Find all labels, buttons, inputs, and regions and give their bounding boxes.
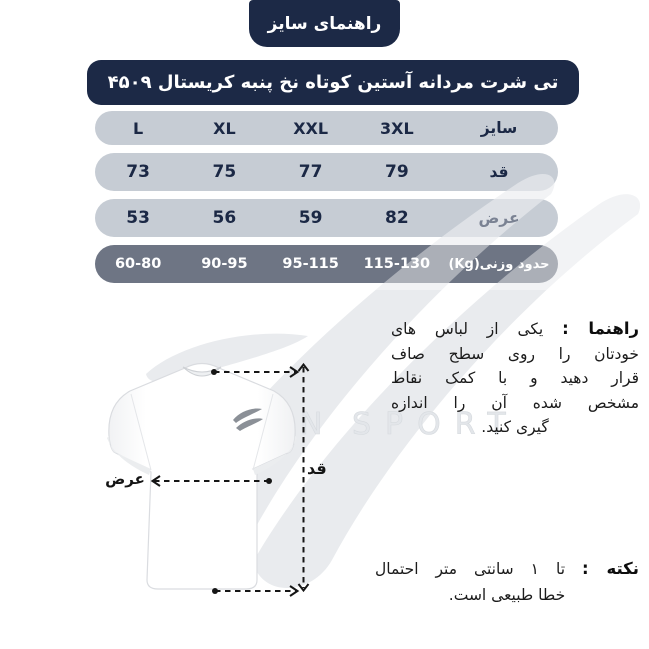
size-guide-badge: راهنمای سایز <box>249 0 400 47</box>
tshirt-shape <box>107 362 297 590</box>
note-lead: نکته : <box>582 559 639 578</box>
table-row-width: عرض 82 59 56 53 <box>95 199 558 237</box>
weight-l: 60-80 <box>114 256 162 272</box>
height-arrow-top <box>297 362 310 372</box>
width-xl: 56 <box>212 208 237 228</box>
size-guide-badge-label: راهنمای سایز <box>267 13 382 34</box>
guide-line-1: راهنما : یکی از لباس های <box>391 317 639 342</box>
guide-line-4: مشخص شده آن را اندازه <box>391 393 639 412</box>
height-xl: 75 <box>212 162 237 182</box>
width-xxl: 59 <box>298 208 323 228</box>
chest-logo <box>233 408 263 431</box>
width-arrow-left <box>150 475 161 487</box>
guide-line-3: قرار دهید و با کمک نقاط <box>391 369 639 387</box>
note-line-2: خطا طبیعی است. <box>448 586 566 604</box>
watermark-letter-n: N <box>300 407 336 442</box>
height-xxl: 77 <box>298 162 323 182</box>
dimension-dots <box>211 369 272 594</box>
column-header-xl: XL <box>213 118 236 138</box>
height-3xl: 79 <box>385 162 409 182</box>
table-header-row: سایز 3XL XXL XL L <box>95 111 558 145</box>
column-header-size: سایز <box>480 119 518 137</box>
watermark-letters: N SPORT <box>300 407 520 443</box>
size-table: سایز 3XL XXL XL L قد 79 77 75 73 عرض 82 … <box>95 111 558 291</box>
note-line-1: نکته : تا ۱ سانتی متر احتمال <box>375 556 639 582</box>
measuring-guide-text: راهنما : یکی از لباس های خودتان را روی س… <box>391 317 639 440</box>
table-row-height: قد 79 77 75 73 <box>95 153 558 191</box>
column-header-3xl: 3XL <box>380 118 414 138</box>
weight-xxl: 95-115 <box>282 256 339 272</box>
dimension-lines <box>150 362 310 597</box>
column-header-xxl: XXL <box>293 118 329 138</box>
table-row-weight-range: حدود وزنی(Kg) 115-130 95-115 90-95 60-80 <box>95 245 558 283</box>
tolerance-note: نکته : تا ۱ سانتی متر احتمال خطا طبیعی ا… <box>375 556 639 608</box>
product-title: تی شرت مردانه آستین کوتاه نخ پنبه کریستا… <box>107 72 559 93</box>
product-title-bar: تی شرت مردانه آستین کوتاه نخ پنبه کریستا… <box>87 60 579 105</box>
row-label-width: عرض <box>478 209 520 227</box>
weight-xl: 90-95 <box>201 256 248 272</box>
shoulder-arrow <box>289 366 300 378</box>
height-l: 73 <box>126 162 150 182</box>
width-label: عرض <box>105 470 145 488</box>
height-label: قد <box>307 459 327 478</box>
guide-line-1-text: یکی از لباس های <box>391 320 544 338</box>
row-label-weight: حدود وزنی(Kg) <box>448 256 550 272</box>
weight-3xl: 115-130 <box>363 256 431 272</box>
guide-line-5: گیری کنید. <box>481 418 549 436</box>
note-line-1-text: تا ۱ سانتی متر احتمال <box>375 560 566 578</box>
row-label-height: قد <box>489 163 509 181</box>
height-arrow-bottom <box>297 583 310 593</box>
width-3xl: 82 <box>385 208 409 228</box>
guide-line-2: خودتان را روی سطح صاف <box>391 344 639 363</box>
watermark-letters-sport: SPORT <box>352 407 520 442</box>
column-header-l: L <box>133 118 144 138</box>
hem-arrow <box>289 585 300 597</box>
guide-lead: راهنما : <box>562 319 639 338</box>
width-l: 53 <box>126 208 150 228</box>
tshirt-illustration <box>107 362 310 597</box>
